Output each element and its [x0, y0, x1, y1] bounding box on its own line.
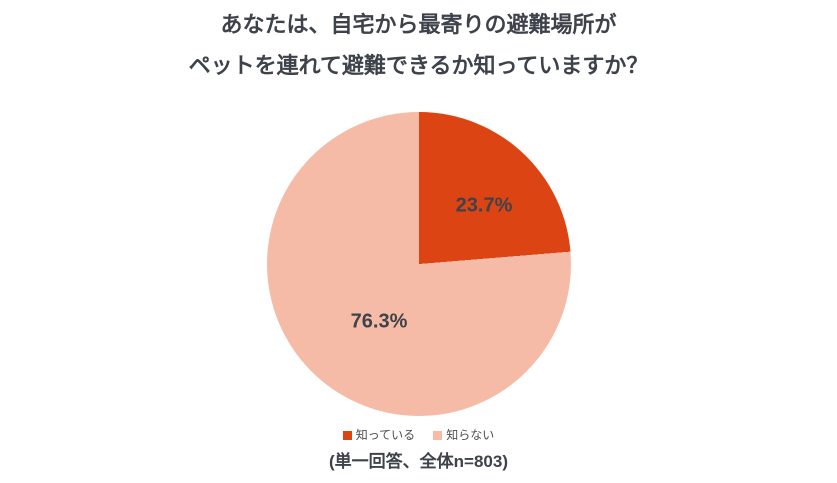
- chart-title: あなたは、自宅から最寄りの避難場所が ペットを連れて避難できるか知っていますか？: [0, 12, 837, 79]
- legend-swatch-knowing: [342, 430, 352, 440]
- legend-label-not-knowing: 知らない: [446, 428, 495, 442]
- survey-footnote: (単一回答、全体n=803): [329, 452, 508, 471]
- pie-slice-label-knowing: 23.7%: [455, 194, 513, 217]
- chart-title-line2: ペットを連れて避難できるか知っていますか？: [188, 53, 649, 78]
- pie-chart: [267, 112, 571, 416]
- pie-slice-label-not-knowing: 76.3%: [350, 310, 408, 333]
- legend-item-knowing: 知っている: [342, 428, 416, 442]
- legend-label-knowing: 知っている: [355, 428, 416, 442]
- chart-legend: 知っている 知らない: [0, 428, 837, 442]
- chart-title-line1: あなたは、自宅から最寄りの避難場所が: [220, 12, 617, 37]
- legend-swatch-not-knowing: [433, 430, 443, 440]
- legend-item-not-knowing: 知らない: [433, 428, 494, 442]
